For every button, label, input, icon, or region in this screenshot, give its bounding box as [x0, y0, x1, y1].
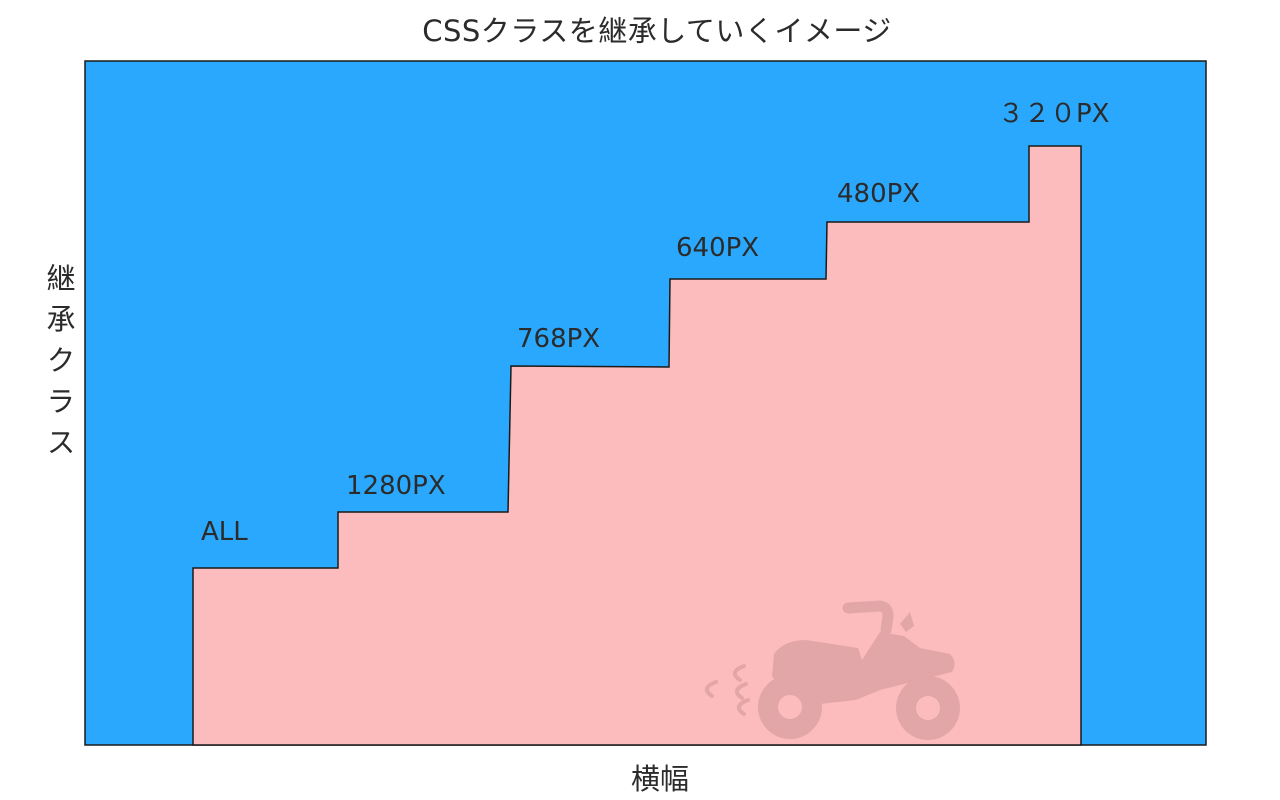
atv-quad-bike-icon — [704, 600, 960, 740]
staircase-shape — [192, 145, 1082, 746]
step-label-768px: 768PX — [517, 324, 600, 354]
y-axis-label: 継承クラス — [42, 263, 76, 468]
diagram-title: CSSクラスを継承していくイメージ — [422, 14, 892, 48]
step-label-640px: 640PX — [676, 233, 759, 263]
x-axis-label: 横幅 — [630, 762, 689, 796]
step-label-320px: ３２０PX — [998, 99, 1110, 129]
step-label-1280px: 1280PX — [346, 471, 446, 501]
step-label-480px: 480PX — [837, 179, 920, 209]
step-label-all: ALL — [201, 517, 248, 547]
